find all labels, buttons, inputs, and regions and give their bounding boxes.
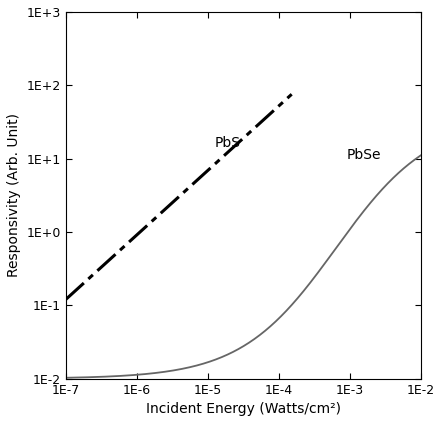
X-axis label: Incident Energy (Watts/cm²): Incident Energy (Watts/cm²) xyxy=(146,402,341,416)
Text: PbS: PbS xyxy=(215,136,241,150)
Text: PbSe: PbSe xyxy=(347,148,381,162)
Y-axis label: Responsivity (Arb. Unit): Responsivity (Arb. Unit) xyxy=(7,113,21,277)
